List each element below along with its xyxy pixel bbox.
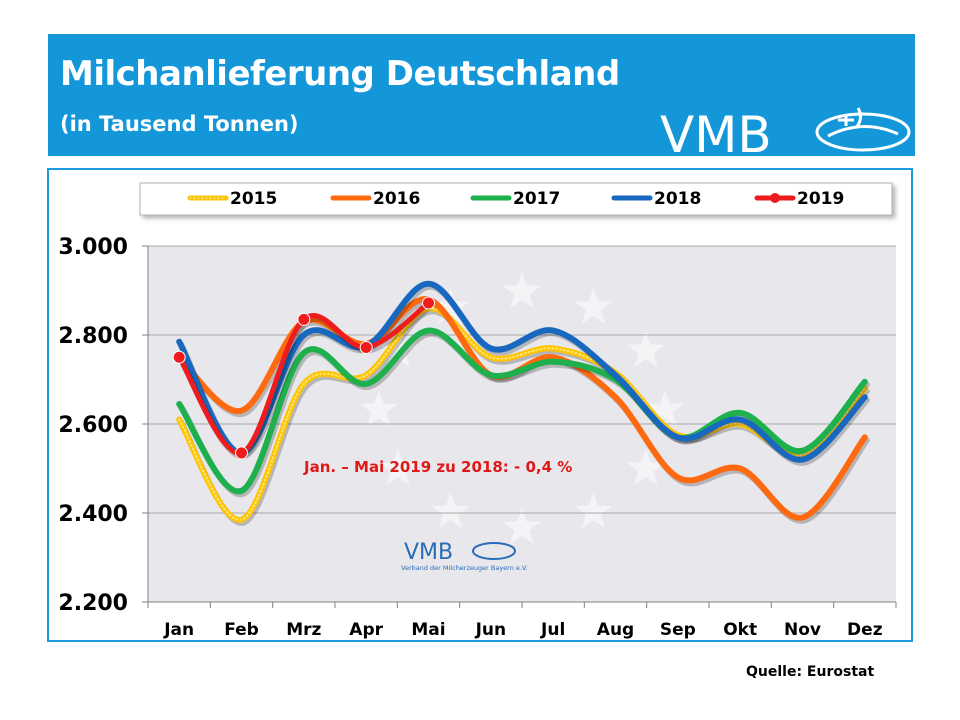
series-line-2017	[176, 327, 868, 495]
comparison-annotation: Jan. – Mai 2019 zu 2018: - 0,4 %	[303, 458, 572, 476]
eu-star-icon	[379, 449, 418, 486]
watermark-logo-text: VMB	[404, 540, 453, 565]
x-tick-label: Feb	[224, 620, 259, 640]
series-2019	[172, 296, 435, 460]
x-tick-label: Apr	[349, 620, 383, 640]
x-tick-label: Jun	[475, 620, 507, 640]
x-tick-label: Aug	[597, 620, 634, 640]
data-point-2019	[172, 350, 186, 364]
eu-star-icon	[626, 449, 665, 486]
series-2018	[176, 280, 870, 466]
series-2017	[176, 327, 870, 498]
eu-star-icon	[431, 492, 470, 529]
eu-star-icon	[626, 331, 665, 368]
vmb-watermark: VMB Verband der Milcherzeuger Bayern e.V…	[401, 540, 528, 572]
data-point-2019	[422, 296, 435, 310]
legend-item-2019: 2019	[754, 189, 844, 209]
legend: 2015 2016 2017 2018 2019	[187, 189, 844, 209]
series-line-dots-2015	[178, 307, 866, 521]
eu-star-icon	[431, 287, 470, 324]
source-note: Quelle: Eurostat	[746, 664, 875, 680]
x-tick-label: Jul	[540, 620, 565, 640]
x-tick-label: Mai	[411, 620, 445, 640]
legend-item-2016: 2016	[330, 189, 420, 209]
series-line-2019	[176, 300, 431, 456]
legend-item-2018: 2018	[611, 189, 701, 209]
legend-marker	[770, 193, 780, 203]
y-tick-label: 3.000	[58, 235, 128, 260]
series-2015	[176, 305, 870, 526]
data-point-2019	[359, 340, 373, 354]
vmb-logo: VMB	[660, 106, 911, 160]
legend-label: 2016	[373, 189, 420, 209]
y-tick-label: 2.600	[58, 413, 128, 438]
eu-star-icon	[360, 390, 398, 427]
x-tick-label: Okt	[723, 620, 757, 640]
page-subtitle: (in Tausend Tonnen)	[60, 112, 299, 136]
x-tick-label: Nov	[784, 620, 821, 640]
header-banner: Milchanlieferung Deutschland (in Tausend…	[48, 34, 915, 160]
page-title: Milchanlieferung Deutschland	[60, 54, 620, 94]
eu-star-icon	[574, 492, 613, 529]
eu-star-icon	[574, 287, 613, 324]
x-tick-label: Mrz	[286, 620, 321, 640]
y-tick-label: 2.800	[58, 324, 128, 349]
y-tick-label: 2.400	[58, 502, 128, 527]
y-tick-label: 2.200	[58, 591, 128, 616]
series-lines	[172, 280, 870, 526]
series-line-2018	[176, 280, 868, 463]
x-tick-label: Jan	[163, 620, 194, 640]
eu-stars-decoration	[360, 272, 684, 545]
axes: 2.200 2.400 2.600 2.800 3.000 Jan Feb Mrz Apr Mai…	[58, 235, 897, 640]
legend-label: 2017	[513, 189, 560, 209]
legend-label: 2015	[230, 189, 277, 209]
x-tick-label: Dez	[847, 620, 883, 640]
watermark-tagline: Verband der Milcherzeuger Bayern e.V.	[401, 564, 528, 572]
eu-star-icon	[503, 508, 541, 545]
vmb-logo-text: VMB	[660, 106, 772, 160]
eu-star-icon	[646, 390, 684, 427]
eu-star-icon	[503, 272, 541, 309]
legend-item-2017: 2017	[470, 189, 560, 209]
x-tick-label: Sep	[660, 620, 696, 640]
gridlines	[148, 245, 896, 514]
data-point-2019	[235, 446, 248, 460]
legend-item-2015: 2015	[187, 189, 277, 209]
data-point-2019	[297, 312, 311, 326]
watermark-swoosh-icon	[472, 542, 516, 560]
legend-label: 2018	[654, 189, 701, 209]
legend-label: 2019	[797, 189, 844, 209]
eu-star-icon	[379, 331, 418, 368]
